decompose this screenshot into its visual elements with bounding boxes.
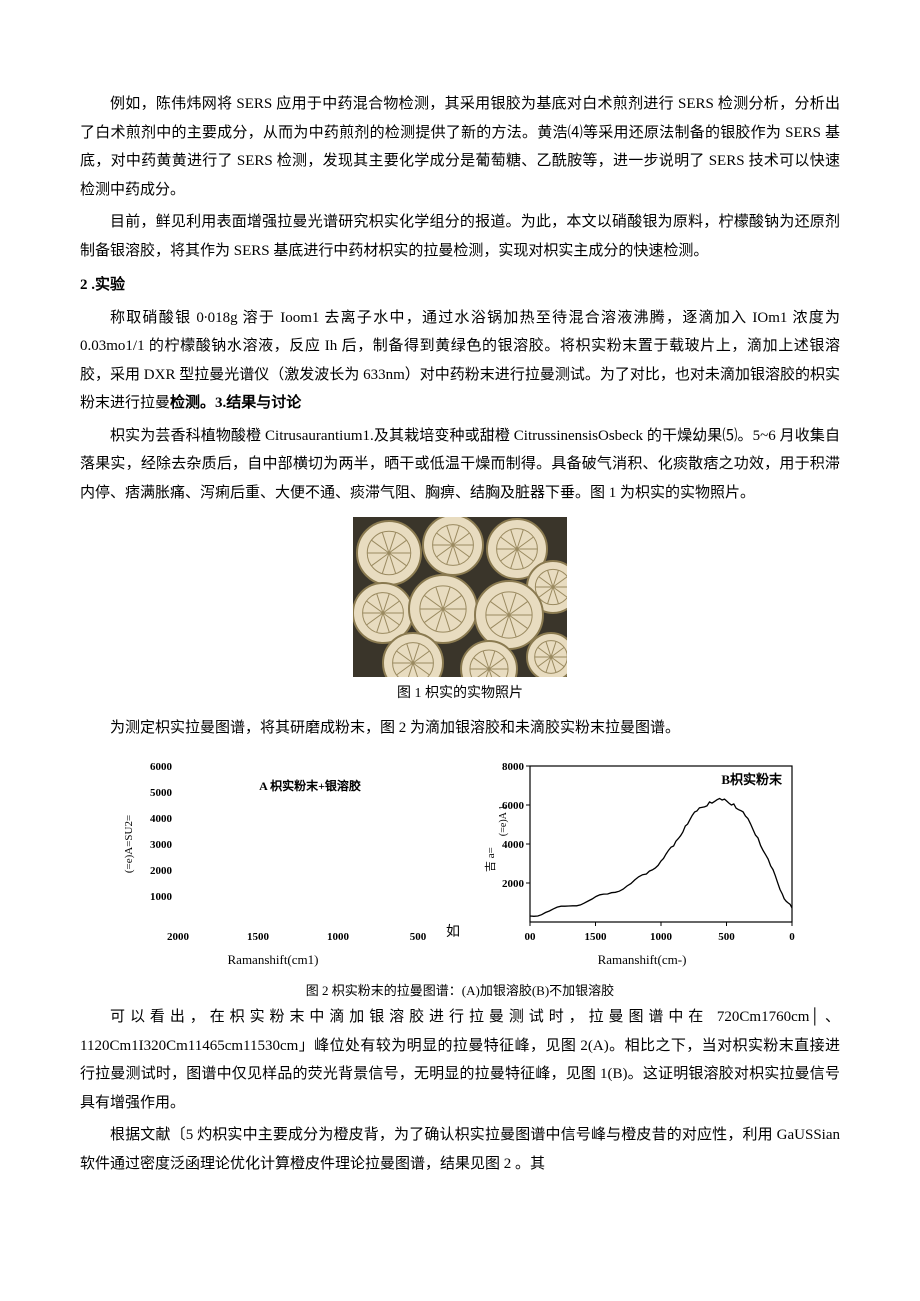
chart-a: 6000 5000 4000 3000 2000 1000 2000 1500 1000 500 (… <box>118 756 428 946</box>
svg-text:500: 500 <box>410 931 427 943</box>
chart-b: 800060004000200000150010005000吉 a=(=e)A … <box>482 756 802 946</box>
svg-text:吉 a=: 吉 a= <box>484 847 497 872</box>
svg-text:B枳实粉末: B枳实粉末 <box>721 772 783 787</box>
paragraph-1: 例如，陈伟炜网将 SERS 应用于中药混合物检测，其采用银胶为基底对白术煎剂进行… <box>80 90 840 204</box>
svg-text:500: 500 <box>718 931 735 943</box>
mid-text: 如 <box>446 920 460 973</box>
svg-text:0: 0 <box>789 931 795 943</box>
figure-2-caption: 图 2 枳实粉末的拉曼图谱：(A)加银溶胶(B)不加银溶胶 <box>80 979 840 1004</box>
svg-text:8000: 8000 <box>502 761 525 773</box>
paragraph-6: 可以看出，在枳实粉末中滴加银溶胶进行拉曼测试时，拉曼图谱中在 720Cm1760… <box>80 1003 840 1117</box>
svg-text:1000: 1000 <box>150 891 173 903</box>
svg-text:6000: 6000 <box>150 761 173 773</box>
figure-1: 图 1 枳实的实物照片 <box>80 517 840 708</box>
svg-text:00: 00 <box>525 931 537 943</box>
svg-text:2000: 2000 <box>502 878 525 890</box>
chart-a-wrap: 6000 5000 4000 3000 2000 1000 2000 1500 1000 500 (… <box>118 756 428 973</box>
chart-b-wrap: 800060004000200000150010005000吉 a=(=e)A … <box>482 756 802 973</box>
chart-b-xlabel: Ramanshift(cm-) <box>598 948 687 973</box>
svg-text:2000: 2000 <box>167 931 190 943</box>
svg-text:3000: 3000 <box>150 839 173 851</box>
paragraph-5: 为测定枳实拉曼图谱，将其研磨成粉末，图 2 为滴加银溶胶和未滴胶实粉末拉曼图谱。 <box>80 714 840 743</box>
figure-1-image <box>353 517 567 677</box>
paragraph-4: 枳实为芸香科植物酸橙 Citrusaurantium1.及其栽培变种或甜橙 Ci… <box>80 422 840 508</box>
section-heading-2: 2 .实验 <box>80 271 840 300</box>
svg-text:1500: 1500 <box>247 931 270 943</box>
paragraph-7: 根据文献〔5 灼枳实中主要成分为橙皮背，为了确认枳实拉曼图谱中信号峰与橙皮昔的对… <box>80 1121 840 1178</box>
chart-a-xlabel: Ramanshift(cm1) <box>228 948 319 973</box>
svg-text:(=e)A 1: (=e)A 1 <box>498 805 509 836</box>
svg-text:4000: 4000 <box>150 813 173 825</box>
svg-text:A 枳实粉末+银溶胶: A 枳实粉末+银溶胶 <box>259 778 361 793</box>
paragraph-2: 目前，鲜见利用表面增强拉曼光谱研究枳实化学组分的报道。为此，本文以硝酸银为原料，… <box>80 208 840 265</box>
svg-text:5000: 5000 <box>150 787 173 799</box>
svg-text:2000: 2000 <box>150 865 173 877</box>
svg-text:1000: 1000 <box>650 931 673 943</box>
figure-1-caption: 图 1 枳实的实物照片 <box>80 681 840 708</box>
svg-text:1000: 1000 <box>327 931 350 943</box>
figure-2: 600050004000300020001000200015001000500(… <box>80 756 840 973</box>
inline-heading-3: 检测。3.结果与讨论 <box>170 395 301 411</box>
svg-text:1500: 1500 <box>585 931 608 943</box>
svg-text:(=e)A=SU2=: (=e)A=SU2= <box>123 815 135 873</box>
paragraph-3: 称取硝酸银 0∙018g 溶于 Ioom1 去离子水中，通过水浴锅加热至待混合溶… <box>80 304 840 418</box>
svg-text:4000: 4000 <box>502 839 525 851</box>
